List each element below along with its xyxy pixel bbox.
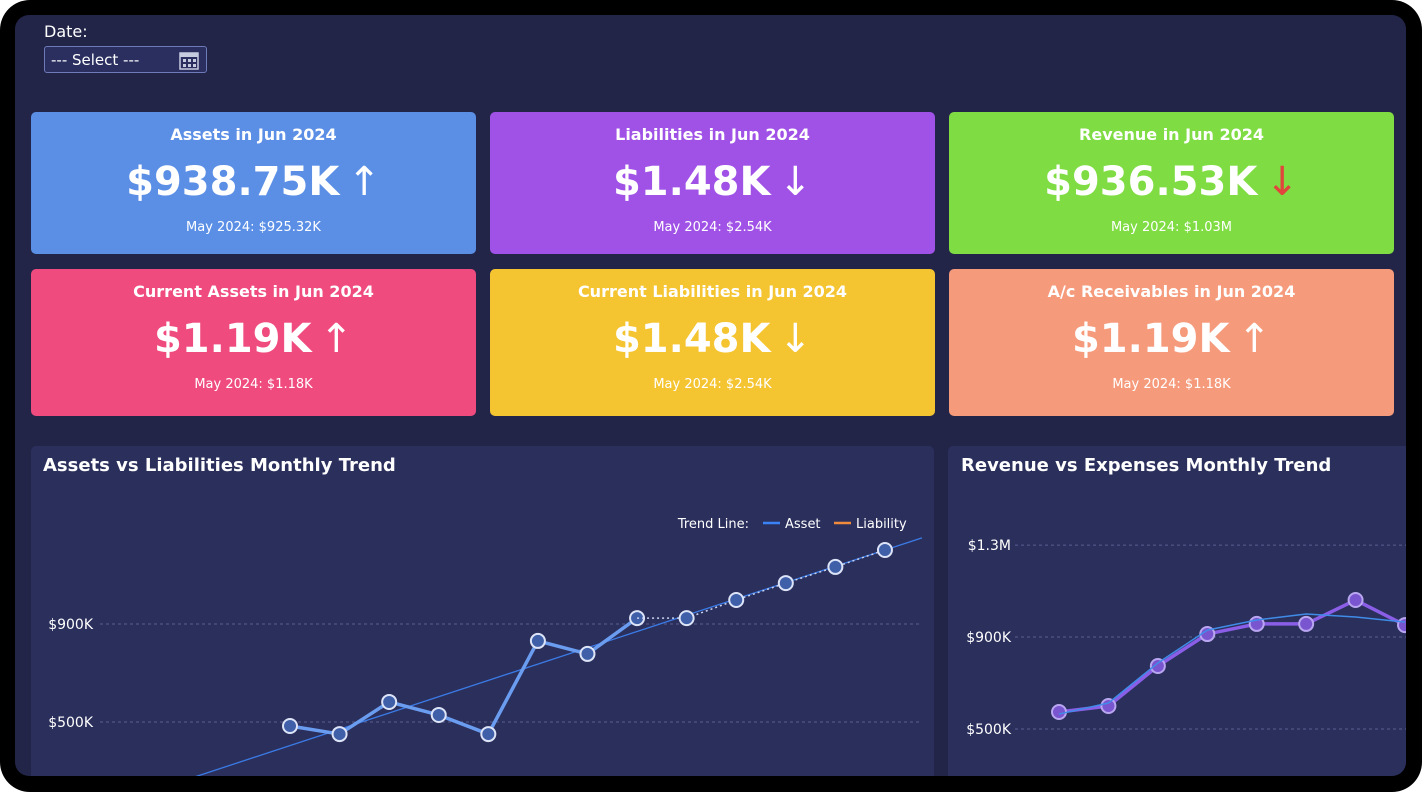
card-arrow: ↓ [778,159,813,205]
data-point [777,575,794,592]
card-title: Current Assets in Jun 2024 [133,282,374,301]
card-value: $1.48K [612,316,771,362]
data-point [1051,703,1067,720]
card-title: Current Liabilities in Jun 2024 [577,282,848,301]
calendar-icon[interactable] [178,50,200,70]
data-point [1149,658,1166,675]
card-value-row: $938.75K ↑ [31,159,476,205]
y-tick-label: $900K [966,630,1012,646]
data-point [1298,615,1315,632]
filter-label: Date: [44,22,88,41]
card-value: $1.48K [612,159,771,205]
card-title: Liabilities in Jun 2024 [615,125,810,144]
data-point [728,592,745,608]
data-point [1397,617,1406,634]
card-arrow: ↓ [1265,159,1299,205]
series-line [289,616,639,736]
data-point [827,558,844,575]
chart: Revenue vs Expenses Monthly Trend $500K $9… [961,455,1406,738]
series-line [637,549,886,619]
y-tick-label: $1.3M [968,538,1011,554]
date-select[interactable]: --- Select --- [44,46,207,73]
data-point [282,717,298,734]
chart-title: Revenue vs Expenses Monthly Trend [961,455,1331,476]
data-point [1100,698,1117,715]
card-value: $936.53K [1044,159,1258,205]
dashboard: Date: --- Select --- Assets in Jun 2024 $… [15,15,1406,776]
card-value: $1.19K [1071,316,1230,362]
y-tick-label: $500K [48,715,94,731]
card-comparison: May 2024: $1.18K [1112,377,1231,392]
data-point [1347,592,1364,609]
series-line [1058,598,1406,714]
kpi-card: Revenue in Jun 2024 $936.53K ↓ May 2024: $1… [949,112,1394,254]
kpi-card: A/c Receivables in Jun 2024 $1.19K ↑ May 20… [949,269,1394,416]
data-point [678,610,695,627]
legend-label: Asset [785,517,821,532]
series-line [1058,613,1406,715]
card-value-row: $1.19K ↑ [31,316,476,362]
card-value-row: $936.53K ↓ [949,159,1394,205]
card-value-row: $1.19K ↑ [949,316,1394,362]
card-comparison: May 2024: $1.03M [1110,220,1233,235]
card-arrow: ↑ [319,316,354,362]
y-tick-label: $900K [48,617,94,633]
card-title: Revenue in Jun 2024 [1079,125,1264,144]
card-value: $938.75K [126,159,340,205]
data-point [529,632,546,649]
card-value-row: $1.48K ↓ [490,159,935,205]
card-value: $1.19K [153,316,312,362]
legend-label: Liability [856,517,907,532]
card-comparison: May 2024: $2.54K [653,220,772,235]
card-value-row: $1.48K ↓ [490,316,935,362]
y-tick-label: $500K [966,722,1012,738]
chart-title: Assets vs Liabilities Monthly Trend [43,455,396,476]
kpi-card: Current Liabilities in Jun 2024 $1.48K ↓ Ma… [490,269,935,416]
select-placeholder: --- Select --- [51,51,140,69]
data-point [876,542,893,558]
data-point [430,706,447,723]
chart: Assets vs Liabilities Monthly Trend $500K… [43,455,923,776]
card-arrow: ↓ [778,316,813,362]
data-point [480,726,497,743]
card-comparison: May 2024: $925.32K [186,220,321,235]
card-title: Assets in Jun 2024 [170,125,337,144]
kpi-card: Current Assets in Jun 2024 $1.19K ↑ May 202… [31,269,476,416]
kpi-card: Liabilities in Jun 2024 $1.48K ↓ May 2024: … [490,112,935,254]
card-arrow: ↑ [1237,316,1272,362]
data-point [381,693,398,710]
data-point [579,645,596,662]
kpi-card: Assets in Jun 2024 $938.75K ↑ May 2024: $92… [31,112,476,254]
card-comparison: May 2024: $1.18K [194,377,313,392]
legend-title: Trend Line: [677,517,749,532]
card-comparison: May 2024: $2.54K [653,377,772,392]
data-point [331,726,348,743]
trend-line [195,537,923,776]
card-arrow: ↑ [347,159,381,205]
card-title: A/c Receivables in Jun 2024 [1047,282,1296,301]
chart-panel [31,446,934,776]
